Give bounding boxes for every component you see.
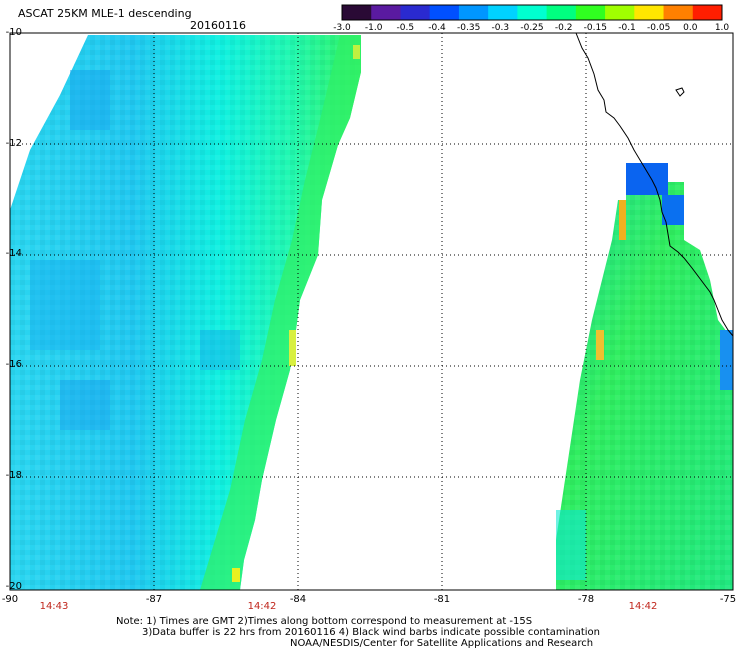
swath-east-texture (556, 163, 733, 590)
lat-label: -16 (5, 359, 22, 370)
lon-label: -84 (289, 594, 307, 605)
swath-east-blue-patch (720, 330, 733, 390)
swath-west-yellow-pixel (289, 330, 296, 366)
colorbar-swatch (546, 5, 577, 20)
swath-east-blue-patch (662, 195, 684, 225)
colorbar-frame (341, 4, 723, 21)
lon-label: -87 (145, 594, 163, 605)
coastline (575, 32, 734, 337)
time-label: 14:43 (39, 601, 69, 612)
map-title: ASCAT 25KM MLE-1 descending (18, 7, 192, 20)
colorbar-label: 1.0 (715, 23, 730, 33)
plot-frame (9, 32, 734, 591)
colorbar-swatch (458, 5, 489, 20)
swath-west-green-edge (200, 35, 361, 590)
swath-west-blue-patch (200, 330, 240, 370)
colorbar-swatch (400, 5, 431, 20)
colorbar-label: -0.05 (647, 23, 670, 33)
colorbar-label: -0.15 (584, 23, 607, 33)
swath-east-blue-patch (626, 163, 668, 195)
colorbar-label: -0.2 (555, 23, 573, 33)
colorbar-swatch (605, 5, 635, 20)
swath-east-orange-pixel (596, 330, 604, 360)
time-label: 14:42 (628, 601, 658, 612)
colorbar-swatch (634, 5, 665, 20)
lat-label: -10 (5, 27, 22, 38)
colorbar-label: -0.25 (520, 23, 543, 33)
lat-label: -12 (5, 138, 22, 149)
lat-label: -14 (5, 248, 22, 259)
colorbar-swatch (663, 5, 694, 20)
lon-label: -75 (719, 594, 737, 605)
note-line-2: 3)Data buffer is 22 hrs from 20160116 4)… (142, 627, 600, 638)
colorbar-label: -0.5 (397, 23, 415, 33)
colorbar-label: -0.1 (618, 23, 636, 33)
note-line-3: NOAA/NESDIS/Center for Satellite Applica… (290, 638, 594, 649)
swath-west-yellow-pixel (232, 568, 240, 582)
swath-east-cyan-patch (556, 510, 586, 580)
island-outline (675, 87, 685, 97)
lat-label: -18 (5, 470, 22, 481)
colorbar-label: -0.35 (457, 23, 480, 33)
note-line-1: Note: 1) Times are GMT 2)Times along bot… (116, 616, 533, 627)
colorbar-label: -1.0 (365, 23, 383, 33)
colorbar-swatch (692, 5, 723, 20)
swath-west-yellow-pixel (353, 45, 360, 59)
grid-lines (10, 33, 733, 590)
swath-west-blue-patch (30, 260, 100, 350)
map-date: 20160116 (190, 19, 246, 32)
colorbar-label: -0.3 (492, 23, 510, 33)
lon-label: -78 (577, 594, 595, 605)
colorbar-label: 0.0 (683, 23, 698, 33)
colorbar-swatch (342, 5, 372, 20)
colorbar: -3.0 -1.0 -0.5 -0.4 -0.35 -0.3 -0.25 -0.2 -0.15 -… (333, 4, 730, 33)
colorbar-swatch (429, 5, 460, 20)
swath-west-texture (10, 35, 361, 590)
swath-west-blue-patch (70, 70, 110, 130)
lon-label: -90 (1, 594, 19, 605)
swath-east-orange-pixel (619, 200, 626, 240)
colorbar-label: -3.0 (333, 23, 351, 33)
time-label: 14:42 (247, 601, 277, 612)
colorbar-swatch (488, 5, 518, 20)
lon-label: -81 (433, 594, 451, 605)
swath-west-blue-patch (60, 380, 110, 430)
colorbar-swatch (371, 5, 401, 20)
lat-label: -20 (5, 581, 22, 592)
colorbar-swatch (575, 5, 606, 20)
colorbar-label: -0.4 (428, 23, 446, 33)
colorbar-swatch (517, 5, 548, 20)
